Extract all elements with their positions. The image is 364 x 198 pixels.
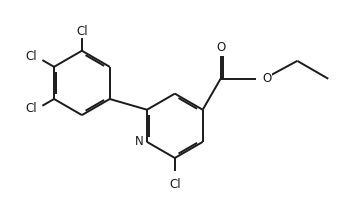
Text: Cl: Cl (76, 25, 88, 38)
Text: N: N (135, 135, 143, 148)
Text: O: O (216, 41, 225, 54)
Text: O: O (263, 72, 272, 85)
Text: Cl: Cl (25, 50, 37, 64)
Text: Cl: Cl (25, 102, 37, 115)
Text: Cl: Cl (169, 178, 181, 191)
